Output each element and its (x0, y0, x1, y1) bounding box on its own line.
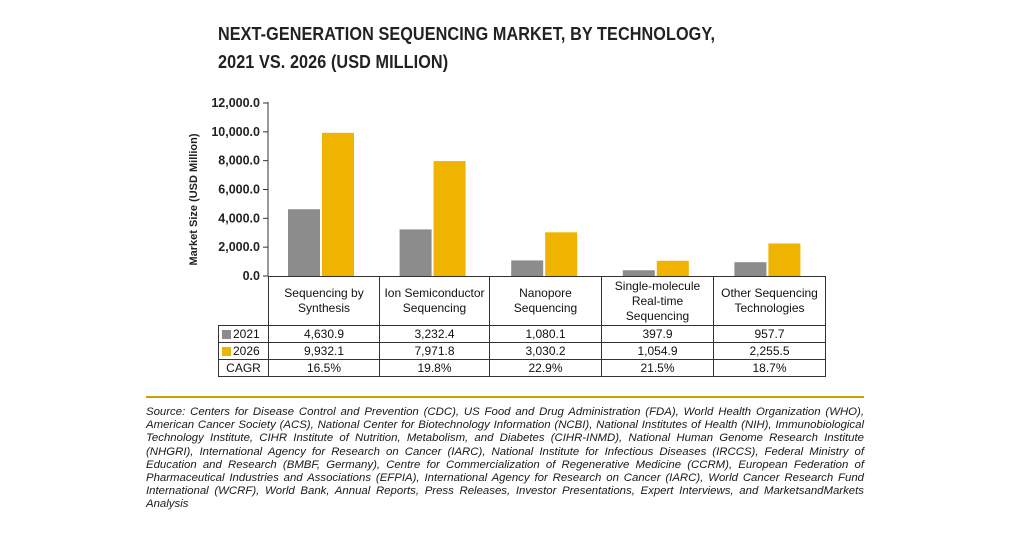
y-axis-title: Market Size (USD Million) (188, 133, 200, 265)
y-tick-label: 10,000.0 (211, 125, 260, 139)
data-table: Sequencing by Synthesis Ion Semiconducto… (218, 276, 826, 377)
data-label: 2,255.5 (713, 342, 826, 360)
y-tick-label: 2,000.0 (218, 240, 260, 254)
bar-2021 (622, 270, 655, 276)
data-label: 4,630.9 (268, 325, 380, 343)
bar-2021 (511, 260, 544, 276)
y-tick-label: 6,000.0 (218, 183, 260, 197)
bar-chart: 0.02,000.04,000.06,000.08,000.010,000.01… (188, 96, 801, 283)
bar-2026 (768, 243, 801, 276)
category-label: Nanopore Sequencing (489, 276, 602, 326)
bar-2026 (656, 260, 689, 276)
category-label: Ion Semiconductor Sequencing (379, 276, 490, 326)
bar-2021 (288, 209, 320, 276)
y-tick-label: 4,000.0 (218, 211, 260, 225)
cagr-value: 16.5% (268, 359, 380, 377)
bar-2021 (734, 262, 767, 276)
bar-2026 (433, 161, 466, 276)
source-note: Source: Centers for Disease Control and … (146, 406, 864, 511)
legend-entry-2021: 2021 (218, 325, 269, 343)
cagr-value: 22.9% (489, 359, 602, 377)
separator-line (146, 396, 864, 398)
data-label: 1,080.1 (489, 325, 602, 343)
series-row-2021: 2021 4,630.9 3,232.4 1,080.1 397.9 957.7 (218, 325, 826, 343)
chart-title-line-2: 2021 VS. 2026 (USD MILLION) (218, 52, 449, 72)
y-tick-label: 12,000.0 (211, 96, 260, 110)
chart-title-line-1: NEXT-GENERATION SEQUENCING MARKET, BY TE… (218, 24, 716, 44)
bar-2021 (399, 229, 432, 276)
cagr-row-label: CAGR (218, 359, 269, 377)
data-label: 957.7 (713, 325, 826, 343)
cagr-value: 19.8% (379, 359, 490, 377)
category-header-row: Sequencing by Synthesis Ion Semiconducto… (218, 276, 826, 326)
data-label: 7,971.8 (379, 342, 490, 360)
data-label: 397.9 (601, 325, 714, 343)
table-corner-cell (218, 276, 269, 326)
cagr-value: 21.5% (601, 359, 714, 377)
cagr-value: 18.7% (713, 359, 826, 377)
data-label: 3,030.2 (489, 342, 602, 360)
legend-label: 2021 (233, 327, 260, 341)
series-row-2026: 2026 9,932.1 7,971.8 3,030.2 1,054.9 2,2… (218, 342, 826, 360)
category-label: Sequencing by Synthesis (268, 276, 380, 326)
legend-entry-2026: 2026 (218, 342, 269, 360)
data-label: 9,932.1 (268, 342, 380, 360)
data-label: 1,054.9 (601, 342, 714, 360)
legend-swatch-2021 (222, 330, 231, 339)
bar-2026 (322, 132, 354, 276)
cagr-row: CAGR 16.5% 19.8% 22.9% 21.5% 18.7% (218, 359, 826, 377)
bar-2026 (545, 232, 578, 276)
data-label: 3,232.4 (379, 325, 490, 343)
category-label: Other Sequencing Technologies (713, 276, 826, 326)
y-tick-label: 8,000.0 (218, 154, 260, 168)
legend-swatch-2026 (222, 347, 231, 356)
category-label: Single-molecule Real-time Sequencing (601, 276, 714, 326)
legend-label: 2026 (233, 344, 260, 358)
